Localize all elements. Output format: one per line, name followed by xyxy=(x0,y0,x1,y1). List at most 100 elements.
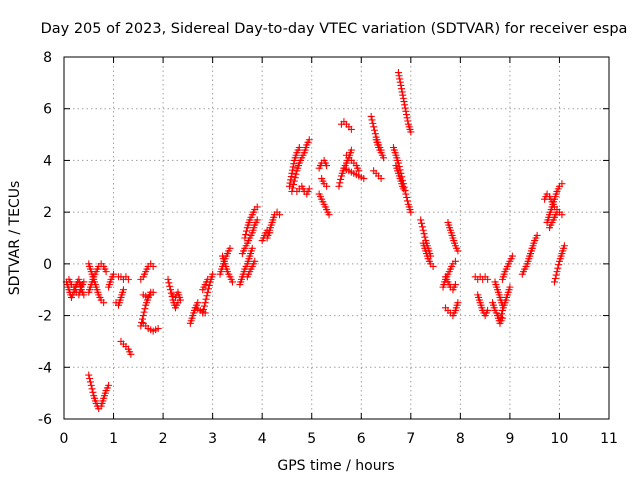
data-point xyxy=(165,279,173,287)
data-point xyxy=(291,174,299,182)
data-point xyxy=(429,262,437,270)
data-point xyxy=(451,281,459,289)
data-point xyxy=(560,242,568,250)
data-point xyxy=(289,166,297,174)
data-point xyxy=(295,144,303,151)
data-point xyxy=(347,125,355,133)
data-point xyxy=(454,247,462,255)
data-point xyxy=(288,169,296,177)
data-point xyxy=(205,281,213,289)
data-point xyxy=(399,91,407,99)
data-point xyxy=(360,175,368,183)
data-point xyxy=(287,176,295,184)
data-point xyxy=(139,312,147,320)
data-point xyxy=(508,252,516,260)
data-point xyxy=(497,313,505,321)
x-axis-ticks: 0 1 2 3 4 5 6 7 8 9 10 11 xyxy=(60,57,618,447)
data-point xyxy=(290,181,298,189)
data-point xyxy=(454,299,462,307)
data-point xyxy=(226,244,234,252)
data-point xyxy=(335,182,343,190)
data-point xyxy=(347,146,355,154)
data-point xyxy=(551,278,558,286)
data-point xyxy=(119,286,127,294)
x-tick-label: 4 xyxy=(258,431,267,447)
data-point xyxy=(242,227,250,235)
data-point xyxy=(266,229,274,237)
data-point xyxy=(417,216,425,224)
data-point xyxy=(377,175,385,183)
data-point xyxy=(418,223,426,231)
data-point xyxy=(124,275,132,283)
data-point xyxy=(484,306,492,314)
data-point xyxy=(286,179,294,187)
data-point xyxy=(305,185,313,193)
data-point xyxy=(253,216,261,224)
data-point xyxy=(402,190,410,198)
x-tick-label: 9 xyxy=(505,431,514,447)
data-point xyxy=(401,104,409,112)
y-tick-label: -6 xyxy=(38,412,52,428)
data-point xyxy=(407,128,415,136)
data-point xyxy=(127,350,135,358)
data-point xyxy=(370,123,378,131)
data-point xyxy=(76,279,84,287)
data-point xyxy=(141,305,149,313)
data-point xyxy=(553,268,561,276)
data-point xyxy=(253,203,261,211)
data-point xyxy=(305,136,313,144)
data-point xyxy=(421,233,429,241)
data-point xyxy=(154,325,162,332)
data-point xyxy=(325,211,333,219)
data-point xyxy=(204,288,212,296)
data-point xyxy=(199,309,207,317)
plot-border xyxy=(63,56,610,420)
data-point xyxy=(167,289,175,297)
data-point xyxy=(138,315,146,323)
data-point xyxy=(506,283,514,291)
grid-lines xyxy=(64,57,609,419)
data-point xyxy=(110,270,118,278)
data-point xyxy=(138,318,146,326)
data-point xyxy=(396,75,404,83)
data-point xyxy=(397,81,405,89)
data-point xyxy=(367,112,375,120)
data-point xyxy=(290,160,298,168)
data-point xyxy=(370,126,378,134)
y-tick-label: 4 xyxy=(43,153,52,169)
y-axis-label: SDTVAR / TECUs xyxy=(7,181,23,296)
data-point xyxy=(419,226,427,234)
x-tick-label: 2 xyxy=(159,431,168,447)
data-point xyxy=(166,282,174,290)
data-point xyxy=(402,111,410,119)
data-point xyxy=(420,230,428,238)
x-tick-label: 7 xyxy=(406,431,415,447)
x-tick-label: 10 xyxy=(551,431,569,447)
x-tick-label: 11 xyxy=(600,431,618,447)
chart-title: Day 205 of 2023, Sidereal Day-to-day VTE… xyxy=(41,21,628,37)
data-point xyxy=(484,275,492,283)
data-point xyxy=(369,119,377,127)
data-point xyxy=(498,310,506,318)
data-point xyxy=(403,114,411,122)
data-point xyxy=(558,211,566,219)
data-point xyxy=(251,257,259,265)
data-point xyxy=(552,271,560,279)
data-point xyxy=(209,270,217,278)
data-point xyxy=(496,317,504,325)
data-point xyxy=(355,167,363,175)
data-point xyxy=(202,295,210,303)
data-point xyxy=(451,257,459,265)
data-point xyxy=(403,193,411,201)
data-point xyxy=(285,182,293,190)
y-tick-label: 8 xyxy=(43,50,52,66)
data-point xyxy=(194,299,202,307)
data-point xyxy=(418,219,426,227)
y-tick-label: 0 xyxy=(43,257,52,273)
data-point xyxy=(289,163,297,171)
data-point xyxy=(89,388,97,396)
x-axis-label: GPS time / hours xyxy=(277,458,394,474)
data-point xyxy=(228,278,236,286)
data-point xyxy=(533,231,541,239)
data-point xyxy=(167,286,175,294)
